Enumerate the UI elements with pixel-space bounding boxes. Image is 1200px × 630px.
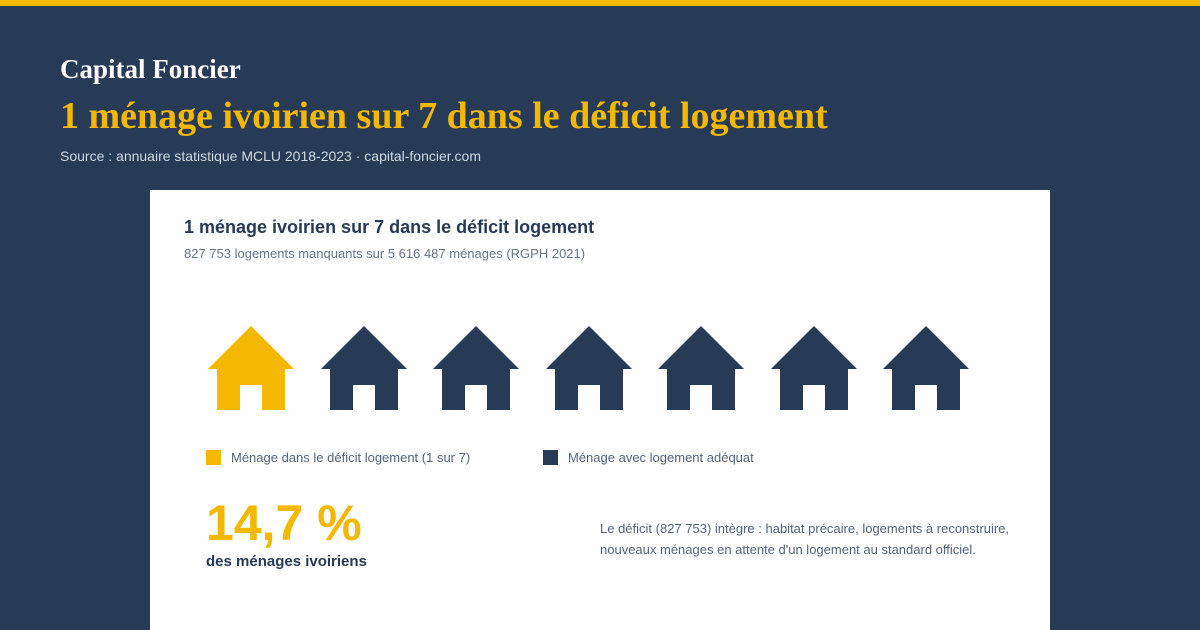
legend-item-adequate: Ménage avec logement adéquat xyxy=(543,450,754,465)
legend-item-deficit: Ménage dans le déficit logement (1 sur 7… xyxy=(206,450,470,465)
brand-name: Capital Foncier xyxy=(60,54,241,84)
house-icon-adequate xyxy=(881,324,971,414)
top-accent-bar xyxy=(0,0,1200,6)
house-icon-adequate xyxy=(431,324,521,414)
house-icon-deficit xyxy=(206,324,296,414)
house-icon-adequate xyxy=(769,324,859,414)
chart-card: 1 ménage ivoirien sur 7 dans le déficit … xyxy=(150,190,1050,630)
house-icon-adequate xyxy=(656,324,746,414)
legend-label-deficit: Ménage dans le déficit logement (1 sur 7… xyxy=(231,450,471,465)
stat-value: 14,7 % xyxy=(206,495,362,551)
chart-subtitle: 827 753 logements manquants sur 5 616 48… xyxy=(184,246,586,261)
legend-label-adequate: Ménage avec logement adéquat xyxy=(568,450,754,465)
source-line: Source : annuaire statistique MCLU 2018-… xyxy=(60,148,481,164)
stat-caption: des ménages ivoiriens xyxy=(206,553,367,570)
house-icon-adequate xyxy=(319,324,409,414)
house-pictogram-row xyxy=(206,324,980,414)
chart-title: 1 ménage ivoirien sur 7 dans le déficit … xyxy=(184,217,595,237)
legend-swatch-deficit xyxy=(206,450,221,465)
house-icon-adequate xyxy=(544,324,634,414)
legend-swatch-adequate xyxy=(543,450,558,465)
headline: 1 ménage ivoirien sur 7 dans le déficit … xyxy=(60,95,828,137)
deficit-note: Le déficit (827 753) intègre : habitat p… xyxy=(600,521,1010,557)
